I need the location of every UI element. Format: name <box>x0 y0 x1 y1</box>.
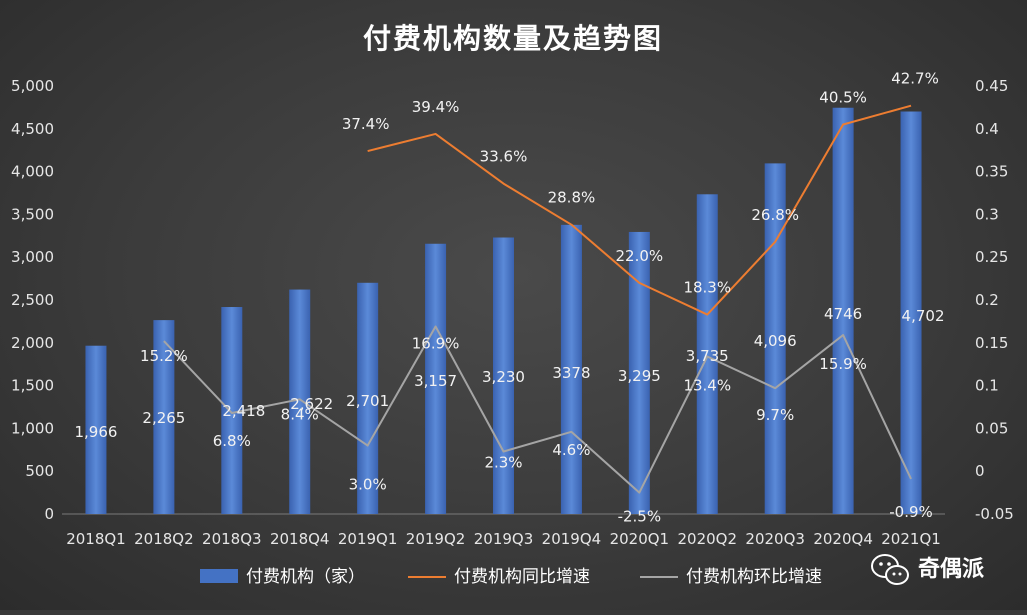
x-tick-label: 2019Q4 <box>542 530 602 548</box>
bar <box>221 307 243 514</box>
y-left-tick-label: 5,000 <box>11 77 54 95</box>
bar-value-label: 3,295 <box>618 367 661 385</box>
yoy-value-label: 26.8% <box>751 206 799 224</box>
qoq-value-label: 15.2% <box>140 347 188 365</box>
yoy-value-label: 22.0% <box>616 247 664 265</box>
legend-label-yoy: 付费机构同比增速 <box>454 567 590 587</box>
y-left-tick-label: 4,000 <box>11 163 54 181</box>
y-right-tick-label: 0.05 <box>975 419 1008 437</box>
x-tick-label: 2019Q3 <box>474 530 534 548</box>
bar <box>493 237 514 514</box>
bar <box>900 111 922 515</box>
watermark: 奇偶派 <box>871 554 984 585</box>
bar <box>764 163 786 515</box>
y-right-tick-label: 0.25 <box>975 248 1008 266</box>
qoq-line <box>163 325 912 494</box>
qoq-value-label: 13.4% <box>683 376 731 394</box>
y-left-tick-label: 3,500 <box>11 205 54 223</box>
bar-value-label: 4,702 <box>902 307 945 325</box>
legend: 付费机构（家） 付费机构同比增速 付费机构环比增速 <box>200 567 822 587</box>
yoy-line <box>367 104 912 316</box>
y-left-tick-label: 3,000 <box>11 248 54 266</box>
bar-value-label: 2,701 <box>346 392 389 410</box>
bar <box>832 107 854 514</box>
qoq-value-label: -2.5% <box>618 508 662 526</box>
bar <box>628 231 650 514</box>
yoy-value-label: 42.7% <box>891 70 939 88</box>
qoq-value-label: 15.9% <box>819 355 867 373</box>
x-tick-label: 2020Q4 <box>813 530 873 548</box>
bar <box>357 282 379 514</box>
yoy-value-label: 33.6% <box>480 148 528 166</box>
y-right-tick-label: 0.3 <box>975 205 999 223</box>
wechat-icon <box>871 554 909 585</box>
bar-value-label: 2,265 <box>142 409 185 427</box>
legend-swatch-bar <box>200 569 238 583</box>
y-left-tick-label: 500 <box>25 462 54 480</box>
chart-title: 付费机构数量及趋势图 <box>363 22 663 55</box>
bar <box>425 243 447 514</box>
bar-value-label: 3,230 <box>482 368 525 386</box>
qoq-value-label: -0.9% <box>889 503 933 521</box>
y-right-tick-label: 0.2 <box>975 291 999 309</box>
x-tick-label: 2020Q3 <box>745 530 805 548</box>
bar <box>85 345 107 514</box>
bar-value-label: 3,735 <box>686 347 729 365</box>
y-right-tick-label: 0.15 <box>975 334 1008 352</box>
bar-value-label: 2,622 <box>290 395 333 413</box>
yoy-value-label: 28.8% <box>548 189 596 207</box>
qoq-value-label: 3.0% <box>349 476 387 494</box>
yoy-value-label: 40.5% <box>819 89 867 107</box>
y-left-tick-label: 2,000 <box>11 334 54 352</box>
x-tick-label: 2019Q2 <box>406 530 466 548</box>
qoq-value-label: 4.6% <box>552 441 590 459</box>
bar-value-label: 3378 <box>552 364 590 382</box>
qoq-value-label: 6.8% <box>213 432 251 450</box>
axes: 0 500 1,000 1,500 2,000 2,500 3,000 3,500 4,000 4… <box>11 77 1014 548</box>
bar-value-label: 2,418 <box>222 402 265 420</box>
yoy-value-label: 18.3% <box>683 279 731 297</box>
y-right-tick-label: 0.45 <box>975 77 1008 95</box>
legend-label-qoq: 付费机构环比增速 <box>686 567 822 587</box>
bar <box>696 194 718 514</box>
x-tick-label: 2021Q1 <box>881 530 941 548</box>
yoy-value-label: 39.4% <box>412 98 460 116</box>
data-labels: 1,966 2,265 2,418 2,622 2,701 3,157 3,230 3378 3… <box>74 70 944 526</box>
bar-series <box>85 107 922 515</box>
yoy-value-label: 37.4% <box>342 115 390 133</box>
qoq-value-label: 16.9% <box>412 335 460 353</box>
bar <box>560 224 582 514</box>
y-right-tick-label: 0.1 <box>975 377 999 395</box>
x-tick-label: 2020Q1 <box>610 530 670 548</box>
legend-label-bar: 付费机构（家） <box>246 567 365 587</box>
y-right-tick-label: 0.4 <box>975 120 999 138</box>
y-right-tick-label: 0 <box>975 462 985 480</box>
watermark-text: 奇偶派 <box>918 556 984 582</box>
y-left-tick-label: 2,500 <box>11 291 54 309</box>
x-tick-label: 2020Q2 <box>678 530 738 548</box>
qoq-value-label: 9.7% <box>756 406 794 424</box>
y-left-tick-label: 1,500 <box>11 377 54 395</box>
y-right-tick-label: -0.05 <box>975 505 1014 523</box>
x-tick-label: 2019Q1 <box>338 530 398 548</box>
x-tick-label: 2018Q3 <box>202 530 262 548</box>
bar-value-label: 1,966 <box>74 423 117 441</box>
bar-value-label: 4746 <box>824 305 862 323</box>
qoq-value-label: 2.3% <box>484 454 522 472</box>
bar-value-label: 3,157 <box>414 372 457 390</box>
bar <box>153 320 175 514</box>
bar-value-label: 4,096 <box>754 332 797 350</box>
y-left-tick-label: 1,000 <box>11 419 54 437</box>
y-left-tick-label: 0 <box>44 505 54 523</box>
y-right-tick-label: 0.35 <box>975 163 1008 181</box>
qoq-value-label: 8.4% <box>281 405 319 423</box>
x-tick-label: 2018Q1 <box>66 530 126 548</box>
line-series <box>163 104 912 494</box>
bar <box>289 289 311 514</box>
x-tick-label: 2018Q4 <box>270 530 330 548</box>
x-tick-label: 2018Q2 <box>134 530 194 548</box>
y-left-tick-label: 4,500 <box>11 120 54 138</box>
